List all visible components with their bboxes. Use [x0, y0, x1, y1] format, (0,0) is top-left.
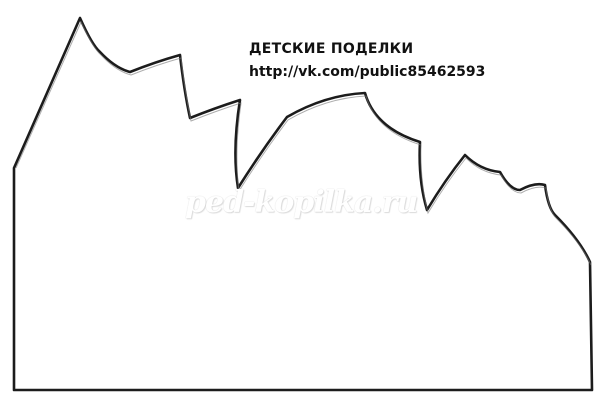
crown-outline: [12, 16, 594, 392]
header-url: http://vk.com/public85462593: [249, 64, 486, 80]
crown-outline-shadow: [15, 20, 592, 266]
header-title: ДЕТСКИЕ ПОДЕЛКИ: [249, 41, 414, 57]
watermark: ped-kopilka.ru: [185, 185, 418, 220]
